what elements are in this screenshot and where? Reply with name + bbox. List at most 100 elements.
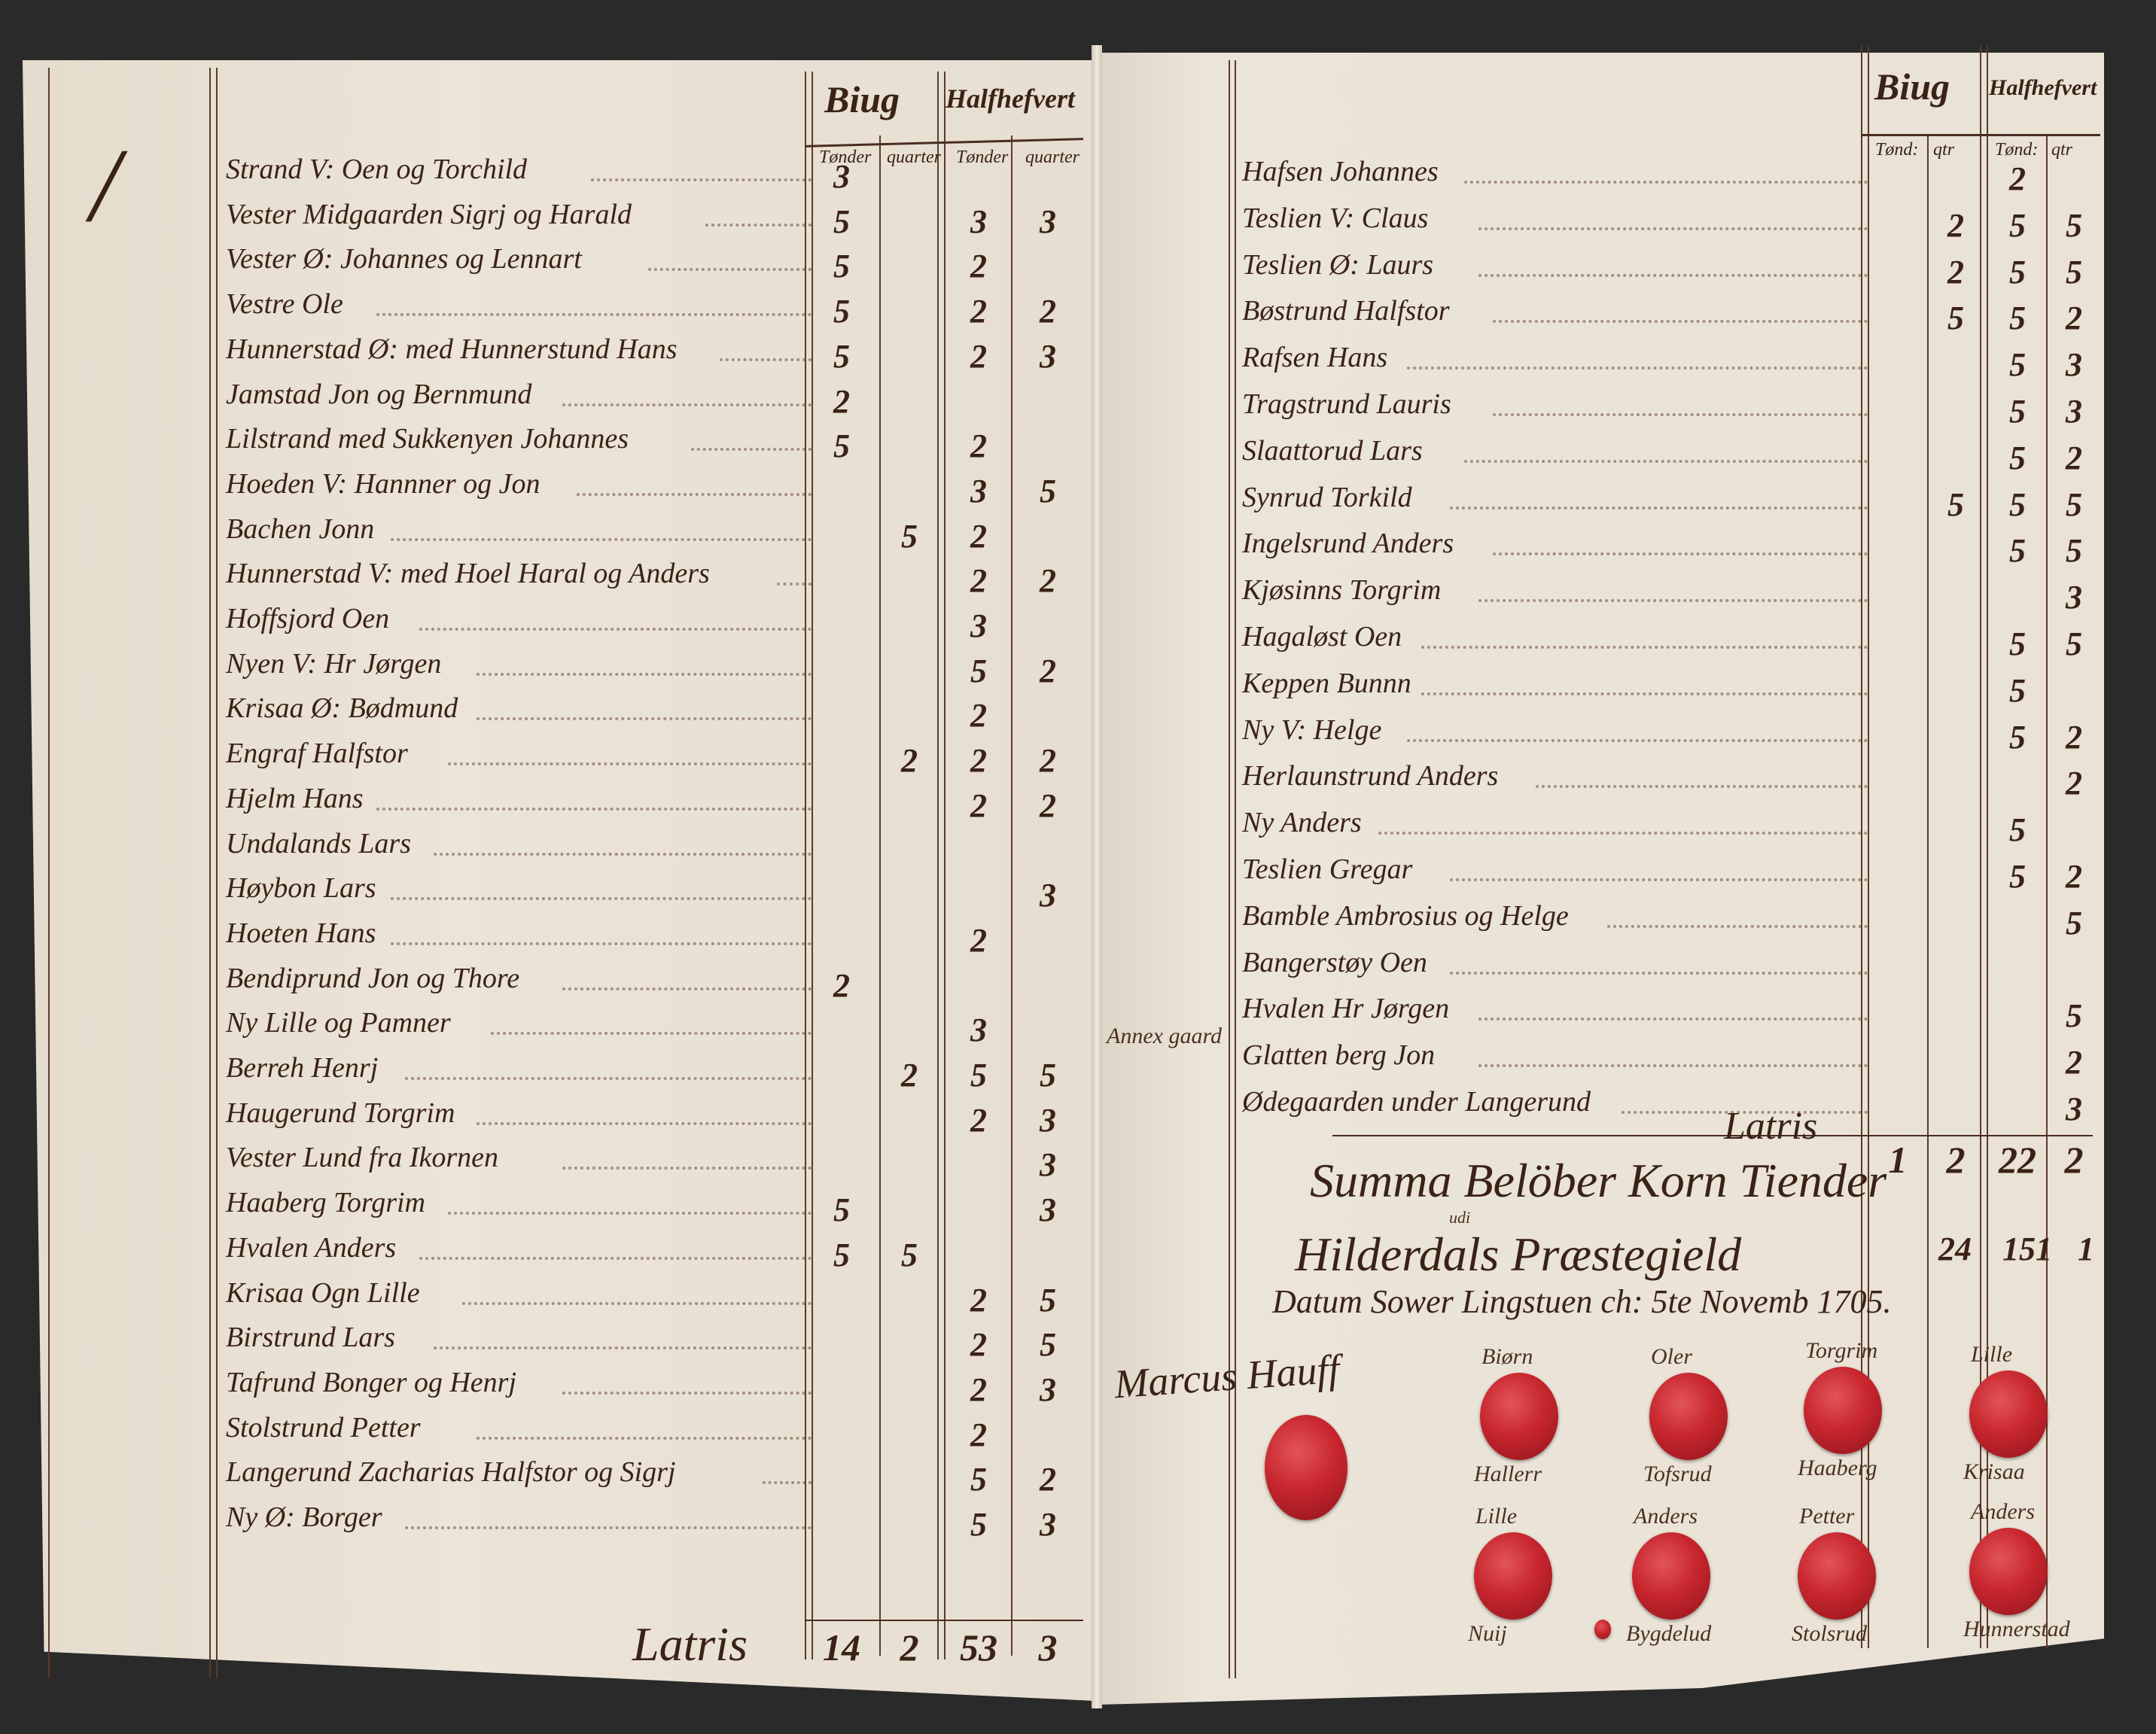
wax-seal <box>1480 1373 1558 1460</box>
right_page-row-value: 5 <box>2066 904 2082 942</box>
left_page-row-name: Nyen V: Hr Jørgen <box>226 647 442 680</box>
left_page-row-value: 2 <box>1040 1461 1056 1498</box>
left_page-row-value: 3 <box>1040 1146 1056 1184</box>
left_page-row-name: Vester Lund fra Ikornen <box>226 1142 499 1174</box>
row-dot-leader <box>1464 181 1868 184</box>
row-dot-leader <box>391 942 812 945</box>
seal-farm-below: Haaberg <box>1798 1456 1877 1480</box>
row-dot-leader <box>562 403 812 406</box>
left_page-row-value: 5 <box>901 1236 918 1273</box>
right_page-row-value: 5 <box>2066 532 2082 570</box>
left_page-row-value: 5 <box>833 1236 850 1273</box>
right_page-row-name: Teslien Ø: Laurs <box>1242 248 1434 281</box>
small-wax-drop <box>1594 1620 1611 1639</box>
right-name-margin-line-2 <box>1235 60 1236 1678</box>
left_page-row-value: 2 <box>901 1057 918 1094</box>
right_page-row-value: 5 <box>2009 858 2026 895</box>
seal-farm-below: Krisaa <box>1963 1459 2025 1484</box>
right_page-row-value: 2 <box>1947 253 1964 291</box>
left_page-row-name: Hunnerstad Ø: med Hunnerstund Hans <box>226 333 678 365</box>
right_page-row-name: Teslien V: Claus <box>1242 202 1429 234</box>
row-dot-leader <box>434 852 812 856</box>
right-header-biug: Biug <box>1874 65 1950 108</box>
right_page-row-name: Rafsen Hans <box>1242 342 1388 374</box>
right_page-row-value: 5 <box>1947 300 1964 337</box>
left_page-row-value: 3 <box>1040 1370 1056 1408</box>
row-dot-leader <box>405 1077 812 1080</box>
left_page-row-value: 5 <box>1040 1281 1056 1319</box>
seal-name-above: Anders <box>1971 1499 2035 1524</box>
right-total-label: Latris <box>1724 1105 1818 1148</box>
right_page-row-value: 5 <box>2009 811 2026 849</box>
row-dot-leader <box>477 672 812 676</box>
datum-line: Datum Sower Lingstuen ch: 5te Novemb 170… <box>1272 1283 1892 1320</box>
row-dot-leader <box>462 1301 812 1305</box>
left_page-row-value: 5 <box>970 652 987 689</box>
left_page-row-value: 3 <box>1040 1191 1056 1229</box>
left_page-row-name: Hoeden V: Hannner og Jon <box>226 467 541 500</box>
left_page-row-value: 5 <box>1040 1326 1056 1364</box>
left_page-row-value: 2 <box>970 1370 987 1408</box>
left_page-row-value: 3 <box>970 1012 987 1049</box>
row-dot-leader <box>448 1212 812 1215</box>
right_page-row-value: 5 <box>2066 206 2082 244</box>
row-dot-leader <box>448 762 812 766</box>
left_page-row-name: Jamstad Jon og Bernmund <box>226 378 532 410</box>
left-name-margin-line <box>209 68 211 1678</box>
row-dot-leader <box>1407 738 1868 742</box>
left_page-row-value: 5 <box>833 248 850 285</box>
right_page-row-name: Bangerstøy Oen <box>1242 946 1427 978</box>
right_page-row-name: Tragstrund Lauris <box>1242 388 1451 420</box>
left_page-subheader: quarter <box>1025 148 1080 167</box>
right_page-row-name: Ny Anders <box>1242 807 1362 839</box>
row-dot-leader <box>691 448 812 452</box>
summa-value-quarter: 1 <box>2078 1231 2094 1267</box>
seal-farm-below: Stolsrud <box>1792 1621 1868 1646</box>
left_page-row-value: 3 <box>1040 1506 1056 1543</box>
left_page-row-name: Vester Ø: Johannes og Lennart <box>226 243 582 275</box>
row-dot-leader <box>648 268 812 272</box>
left_page-row-value: 5 <box>1040 472 1056 510</box>
right-col-line <box>1868 45 1869 1648</box>
row-dot-leader <box>1493 552 1868 556</box>
row-dot-leader <box>720 357 812 361</box>
left_page-row-value: 2 <box>970 742 987 780</box>
right-total-rule <box>1332 1135 2093 1136</box>
right-header-halfhefvert: Halfhefvert <box>1989 75 2097 100</box>
right-col-line <box>1987 45 1988 1648</box>
left_page-row-value: 5 <box>970 1057 987 1094</box>
left-header-biug: Biug <box>824 78 900 120</box>
row-dot-leader <box>477 1436 812 1440</box>
wax-seal <box>1969 1528 2048 1615</box>
row-dot-leader <box>591 178 812 181</box>
right_page-subheader: qtr <box>1933 140 1955 160</box>
left-col-line <box>944 71 946 1659</box>
right_page-subheader: qtr <box>2051 140 2073 160</box>
left_page-row-name: Krisaa Ogn Lille <box>226 1276 420 1309</box>
right_page-row-name: Synrud Torkild <box>1242 481 1412 513</box>
left_page-total-value: 53 <box>960 1626 997 1669</box>
left_page-row-value: 5 <box>833 427 850 465</box>
summa-value-halfh-tonder: 24 <box>1938 1231 1972 1267</box>
left_page-row-value: 2 <box>1040 293 1056 330</box>
seal-farm-below: Tofsrud <box>1643 1462 1712 1486</box>
right_page-row-value: 5 <box>2009 671 2026 709</box>
left_page-row-value: 2 <box>901 742 918 780</box>
left_page-row-value: 3 <box>970 472 987 510</box>
wax-seal <box>1649 1373 1728 1460</box>
seal-name-above: Petter <box>1799 1504 1855 1529</box>
left_page-row-name: Ny Lille og Pamner <box>226 1007 451 1039</box>
left_page-row-name: Bachen Jonn <box>226 513 375 545</box>
left_page-row-value: 5 <box>1040 1057 1056 1094</box>
right_page-row-value: 5 <box>2009 346 2026 384</box>
seal-farm-below: Bygdelud <box>1626 1621 1712 1646</box>
row-dot-leader <box>391 897 812 901</box>
right_page-row-value: 5 <box>2009 718 2026 756</box>
right_page-row-value: 5 <box>2066 625 2082 662</box>
right_page-row-value: 5 <box>2009 206 2026 244</box>
row-dot-leader <box>1478 273 1868 277</box>
left_page-subheader: Tønder <box>819 148 872 167</box>
right_page-row-value: 2 <box>2009 160 2026 197</box>
left_page-row-value: 3 <box>1040 1101 1056 1139</box>
right_page-row-value: 3 <box>2066 579 2082 616</box>
